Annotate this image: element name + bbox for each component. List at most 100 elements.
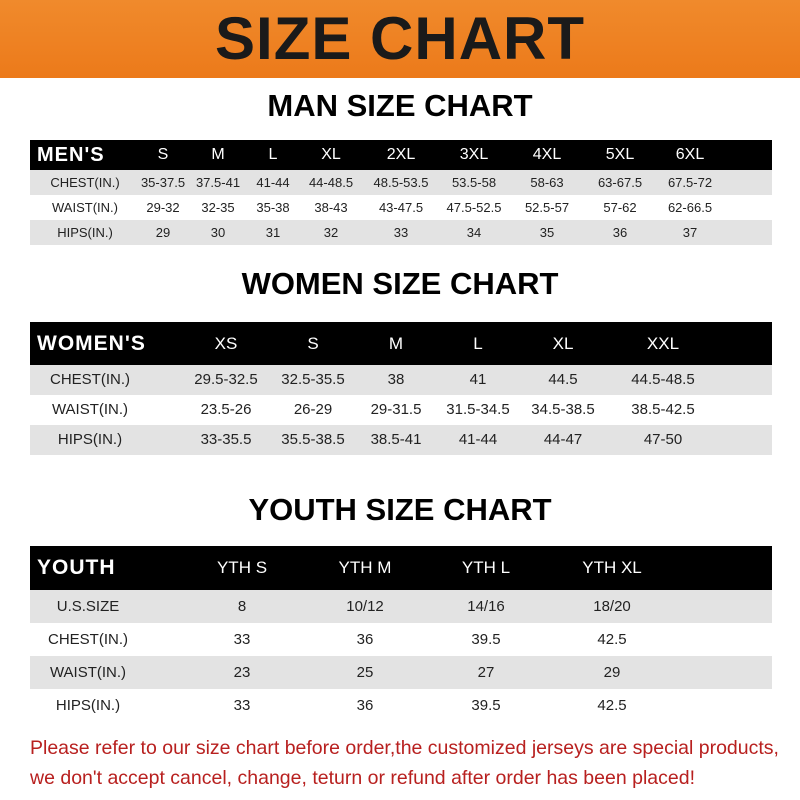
table-cell: 38.5-41 <box>370 431 422 448</box>
table-cell: 35 <box>539 225 555 240</box>
row-label: WAIST(IN.) <box>49 664 127 681</box>
table-cell: 34.5-38.5 <box>531 401 595 418</box>
size-header: XS <box>214 334 238 353</box>
men-title: MAN SIZE CHART <box>267 88 533 123</box>
table-cell: 39.5 <box>471 631 501 648</box>
size-header: YTH S <box>216 558 268 577</box>
men-size-table: MEN'S S M L XL 2XL 3XL 4XL 5XL 6XL CHEST(IN.) 35-37… <box>30 140 772 245</box>
table-cell: 57-62 <box>603 200 637 215</box>
table-cell: 58-63 <box>530 175 564 190</box>
size-header: XXL <box>646 334 680 353</box>
table-cell: 44.5 <box>548 371 578 388</box>
table-row: WAIST(IN.) 23 25 27 29 <box>30 656 772 689</box>
size-header: XL <box>552 334 574 353</box>
row-label: CHEST(IN.) <box>50 371 130 388</box>
table-cell: 67.5-72 <box>667 175 713 190</box>
table-cell: 32-35 <box>201 200 235 215</box>
women-header-row: WOMEN'S XS S M L XL XXL <box>30 322 772 365</box>
table-cell: 44-48.5 <box>308 175 354 190</box>
banner-title: SIZE CHART <box>215 5 585 72</box>
table-cell: 14/16 <box>467 598 505 615</box>
table-cell: 47.5-52.5 <box>446 200 502 215</box>
table-cell: 26-29 <box>293 401 333 418</box>
row-label: WAIST(IN.) <box>52 200 118 215</box>
size-header: YTH L <box>461 558 511 577</box>
table-cell: 43-47.5 <box>378 200 424 215</box>
table-cell: 37.5-41 <box>195 175 241 190</box>
table-cell: 27 <box>477 664 495 681</box>
table-cell: 29.5-32.5 <box>194 371 258 388</box>
table-cell: 31 <box>265 225 281 240</box>
table-cell: 36 <box>356 697 374 714</box>
table-cell: 33 <box>393 225 409 240</box>
table-cell: 23 <box>233 664 251 681</box>
table-cell: 38.5-42.5 <box>631 401 695 418</box>
youth-size-table: YOUTH YTH S YTH M YTH L YTH XL U.S.SIZE 8 10/12… <box>30 546 772 722</box>
table-cell: 33 <box>233 697 251 714</box>
table-cell: 23.5-26 <box>200 401 252 418</box>
table-cell: 52.5-57 <box>524 200 570 215</box>
table-row: CHEST(IN.) 29.5-32.5 32.5-35.5 38 41 44.5 44.5… <box>30 365 772 395</box>
size-header: 2XL <box>386 146 416 163</box>
table-cell: 29 <box>155 225 171 240</box>
table-row: U.S.SIZE 8 10/12 14/16 18/20 <box>30 590 772 623</box>
table-cell: 29 <box>603 664 621 681</box>
table-cell: 18/20 <box>593 598 631 615</box>
table-cell: 37 <box>682 225 698 240</box>
table-row: WAIST(IN.) 23.5-26 26-29 29-31.5 31.5-34.5 34… <box>30 395 772 425</box>
table-cell: 39.5 <box>471 697 501 714</box>
size-header: XL <box>321 146 341 163</box>
size-header: L <box>268 146 278 163</box>
banner: SIZE CHART <box>0 0 800 78</box>
table-cell: 36 <box>356 631 374 648</box>
size-header: S <box>157 146 169 163</box>
table-cell: 38-43 <box>314 200 348 215</box>
table-cell: 36 <box>612 225 628 240</box>
table-cell: 35-37.5 <box>140 175 186 190</box>
header-label: YOUTH <box>37 556 116 579</box>
size-header: 4XL <box>532 146 562 163</box>
table-row: HIPS(IN.) 29 30 31 32 33 34 35 36 37 <box>30 220 772 245</box>
row-label: WAIST(IN.) <box>51 401 129 418</box>
women-title: WOMEN SIZE CHART <box>241 266 559 301</box>
row-label: HIPS(IN.) <box>57 431 123 448</box>
table-cell: 44.5-48.5 <box>631 371 695 388</box>
table-cell: 35-38 <box>256 200 290 215</box>
table-cell: 32 <box>323 225 339 240</box>
table-row: HIPS(IN.) 33 36 39.5 42.5 <box>30 689 772 722</box>
table-cell: 63-67.5 <box>597 175 643 190</box>
size-header: YTH XL <box>582 558 642 577</box>
table-cell: 32.5-35.5 <box>281 371 345 388</box>
table-cell: 47-50 <box>643 431 683 448</box>
size-header: M <box>211 146 225 163</box>
women-size-table: WOMEN'S XS S M L XL XXL CHEST(IN.) 29.5-32.5 32.5… <box>30 322 772 455</box>
youth-title: YOUTH SIZE CHART <box>248 492 552 527</box>
table-row: CHEST(IN.) 33 36 39.5 42.5 <box>30 623 772 656</box>
size-header: YTH M <box>338 558 392 577</box>
table-cell: 29-32 <box>146 200 180 215</box>
row-label: HIPS(IN.) <box>55 697 121 714</box>
table-cell: 41 <box>469 371 487 388</box>
table-cell: 42.5 <box>597 631 627 648</box>
size-header: L <box>473 334 483 353</box>
table-cell: 41-44 <box>458 431 498 448</box>
table-cell: 44-47 <box>543 431 583 448</box>
table-cell: 41-44 <box>256 175 290 190</box>
table-cell: 34 <box>466 225 482 240</box>
table-cell: 31.5-34.5 <box>446 401 510 418</box>
table-row: HIPS(IN.) 33-35.5 35.5-38.5 38.5-41 41-44 44-… <box>30 425 772 455</box>
notice-line-1: Please refer to our size chart before or… <box>30 737 779 759</box>
table-cell: 33 <box>233 631 251 648</box>
table-row: WAIST(IN.) 29-32 32-35 35-38 38-43 43-47.5 47.… <box>30 195 772 220</box>
size-header: 3XL <box>459 146 489 163</box>
header-label: WOMEN'S <box>37 332 146 355</box>
table-row: CHEST(IN.) 35-37.5 37.5-41 41-44 44-48.5 48.5… <box>30 170 772 195</box>
table-cell: 29-31.5 <box>370 401 422 418</box>
table-cell: 42.5 <box>597 697 627 714</box>
youth-header-row: YOUTH YTH S YTH M YTH L YTH XL <box>30 546 772 590</box>
row-label: CHEST(IN.) <box>48 631 128 648</box>
table-cell: 10/12 <box>346 598 384 615</box>
table-cell: 25 <box>356 664 374 681</box>
row-label: HIPS(IN.) <box>57 225 113 240</box>
notice-line-2: we don't accept cancel, change, teturn o… <box>30 767 695 789</box>
